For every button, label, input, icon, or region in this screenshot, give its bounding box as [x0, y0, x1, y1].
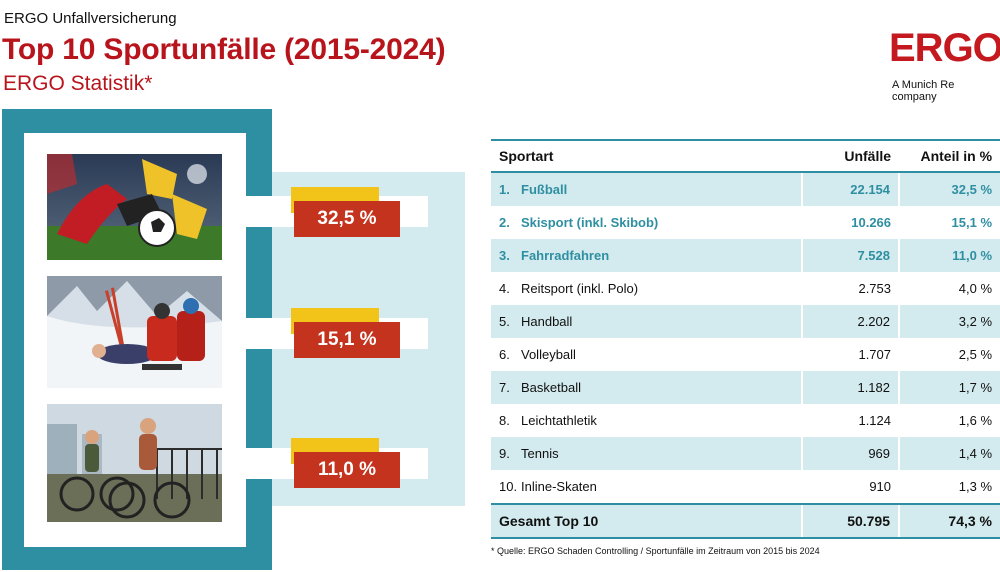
page-title: Top 10 Sportunfälle (2015-2024)	[2, 33, 446, 66]
row-share: 1,7 %	[898, 371, 1000, 404]
row-sport: Reitsport (inkl. Polo)	[521, 281, 639, 296]
row-sport: Basketball	[513, 371, 803, 404]
football-photo	[47, 154, 222, 260]
row-rank: 4.	[499, 281, 510, 296]
row-sport: Handball	[513, 305, 803, 338]
table-row: 4. Reitsport (inkl. Polo) 2.753 4,0 %	[491, 272, 1000, 305]
row-accidents: 7.528	[801, 239, 900, 272]
row-rank: 1.	[491, 172, 513, 206]
row-accidents: 22.154	[801, 172, 900, 206]
row-sport: Volleyball	[521, 347, 576, 362]
row-share: 15,1 %	[951, 215, 993, 230]
page-subtitle: ERGO Statistik*	[3, 72, 153, 95]
header-share: Anteil in %	[899, 139, 1000, 173]
header-accidents: Unfälle	[802, 139, 900, 173]
row-rank: 8.	[499, 413, 510, 428]
table-row: 8. Leichtathletik 1.124 1,6 %	[491, 404, 1000, 437]
row-sport: Fahrradfahren	[513, 239, 803, 272]
total-accidents: 50.795	[801, 503, 900, 539]
percent-badge-2: 15,1 %	[294, 322, 400, 358]
total-share: 74,3 %	[898, 503, 1000, 539]
row-accidents: 1.124	[858, 413, 892, 428]
row-accidents: 2.753	[858, 281, 892, 296]
header-sport: Sportart	[491, 139, 803, 173]
table-row: 10. Inline-Skaten 910 1,3 %	[491, 470, 1000, 504]
row-rank: 7.	[491, 371, 513, 404]
logo-tagline: A Munich Re company	[892, 79, 955, 103]
supertitle: ERGO Unfallversicherung	[4, 10, 177, 27]
row-accidents: 1.707	[858, 347, 892, 362]
row-sport: Fußball	[513, 172, 803, 206]
row-share: 1,4 %	[898, 437, 1000, 470]
table-row: 1. Fußball 22.154 32,5 %	[491, 172, 1000, 206]
cycling-photo	[47, 404, 222, 522]
accident-table: Sportart Unfälle Anteil in % 1. Fußball …	[491, 139, 1000, 539]
row-share: 32,5 %	[898, 172, 1000, 206]
row-share: 1,3 %	[958, 479, 993, 494]
row-accidents: 969	[801, 437, 900, 470]
row-accidents: 910	[869, 479, 892, 494]
row-share: 2,5 %	[958, 347, 993, 362]
table-total-row: Gesamt Top 10 50.795 74,3 %	[491, 503, 1000, 539]
row-share: 3,2 %	[898, 305, 1000, 338]
table-row: 9. Tennis 969 1,4 %	[491, 437, 1000, 470]
row-rank: 9.	[491, 437, 513, 470]
total-label: Gesamt Top 10	[491, 503, 803, 539]
row-share: 1,6 %	[958, 413, 993, 428]
row-share: 11,0 %	[898, 239, 1000, 272]
row-rank: 2.	[499, 215, 510, 230]
table-row: 6. Volleyball 1.707 2,5 %	[491, 338, 1000, 371]
row-sport: Tennis	[513, 437, 803, 470]
skiing-photo	[47, 276, 222, 388]
source-footnote: * Quelle: ERGO Schaden Controlling / Spo…	[491, 546, 820, 556]
row-sport: Leichtathletik	[521, 413, 597, 428]
table-row: 7. Basketball 1.182 1,7 %	[491, 371, 1000, 404]
percent-badge-3: 11,0 %	[294, 452, 400, 488]
row-sport: Inline-Skaten	[521, 479, 597, 494]
row-accidents: 1.182	[801, 371, 900, 404]
row-rank: 3.	[491, 239, 513, 272]
row-rank: 6.	[499, 347, 510, 362]
percent-badge-1: 32,5 %	[294, 201, 400, 237]
row-sport: Skisport (inkl. Skibob)	[521, 215, 659, 230]
row-rank: 10.	[499, 479, 518, 494]
row-share: 4,0 %	[958, 281, 993, 296]
table-header-row: Sportart Unfälle Anteil in %	[491, 139, 1000, 173]
table-row: 5. Handball 2.202 3,2 %	[491, 305, 1000, 338]
row-accidents: 10.266	[851, 215, 892, 230]
row-accidents: 2.202	[801, 305, 900, 338]
table-row: 2. Skisport (inkl. Skibob) 10.266 15,1 %	[491, 206, 1000, 239]
ergo-logo: ERGO	[889, 26, 1000, 70]
row-rank: 5.	[491, 305, 513, 338]
table-row: 3. Fahrradfahren 7.528 11,0 %	[491, 239, 1000, 272]
